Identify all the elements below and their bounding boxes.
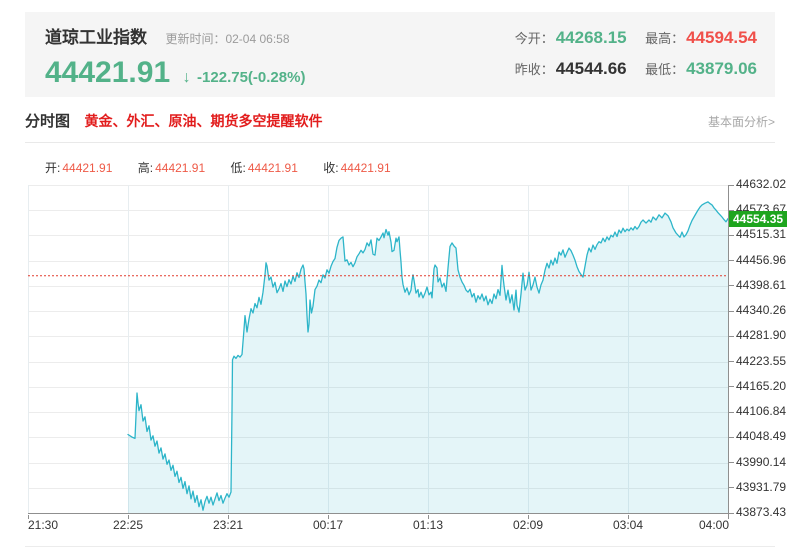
y-axis-label: 44106.84 [736, 404, 787, 419]
y-axis-tick [729, 462, 734, 464]
chart-area[interactable]: 44632.02 44573.67 44515.31 44456.96 44398.61… [28, 177, 790, 519]
x-axis-label: 22:25 [112, 518, 144, 532]
y-axis-tick [729, 335, 734, 337]
x-axis-tick [128, 515, 129, 519]
x-axis-tick [728, 515, 729, 519]
y-axis-label: 44165.20 [736, 378, 787, 393]
y-axis-label: 43873.43 [736, 505, 787, 519]
y-axis-label: 44281.90 [736, 328, 787, 343]
price-area-fill [128, 201, 728, 513]
y-axis-tick [729, 184, 734, 186]
y-axis-tick [729, 487, 734, 489]
x-axis-label: 21:30 [28, 518, 59, 532]
price-change: -122.75(-0.28%) [197, 69, 306, 86]
x-axis-label: 03:04 [612, 518, 644, 532]
y-axis-label: 44048.49 [736, 429, 787, 444]
y-axis-label: 44340.26 [736, 303, 787, 318]
update-time: 更新时间：02-04 06:58 [165, 32, 290, 46]
stat-low-value: 43879.06 [686, 59, 757, 78]
ohlc-legend: 开: 44421.91 高: 44421.91 低: 44421.91 收: 44421… [28, 158, 790, 183]
y-axis-tick [729, 285, 734, 287]
stat-high-label: 最高： [645, 31, 685, 46]
ohlc-close-label: 收: [323, 161, 339, 175]
y-axis-label: 44398.61 [736, 277, 787, 292]
intraday-chart-svg [28, 185, 729, 515]
down-arrow-icon: ↓ [182, 69, 191, 86]
y-axis-label: 44456.96 [736, 252, 787, 267]
price-line [127, 201, 729, 511]
quote-left: 道琼工业指数 更新时间：02-04 06:58 44421.91 ↓ -122.… [45, 23, 305, 90]
y-axis-tick [729, 361, 734, 363]
ohlc-low-value: 44421.91 [247, 161, 298, 175]
x-axis-label: 02:09 [512, 518, 544, 532]
stat-low-label: 最低： [645, 62, 685, 77]
current-price-badge: 44554.35 [729, 210, 788, 227]
x-axis-tick [28, 515, 29, 519]
x-axis-labels: 21:30 22:25 23:21 00:17 01:13 02:09 03:04 04:00 [28, 515, 729, 535]
y-axis-tick [729, 436, 734, 438]
stat-high-value: 44594.54 [686, 28, 757, 47]
y-axis-tick [729, 260, 734, 262]
x-axis-label: 00:17 [312, 518, 344, 532]
ohlc-open-value: 44421.91 [62, 161, 113, 175]
current-price: 44421.91 [45, 56, 171, 89]
x-axis-label: 04:00 [698, 518, 729, 532]
ohlc-close-value: 44421.91 [340, 161, 391, 175]
promo-link[interactable]: 黄金、外汇、原油、期货多空提醒软件 [84, 113, 323, 129]
quote-card: 道琼工业指数 更新时间：02-04 06:58 44421.91 ↓ -122.… [25, 12, 775, 97]
x-axis-tick [528, 515, 529, 519]
y-axis-label: 43990.14 [736, 454, 787, 469]
y-axis-tick [729, 386, 734, 388]
fundamental-analysis-link[interactable]: 基本面分析> [707, 115, 775, 129]
ohlc-high-value: 44421.91 [155, 161, 206, 175]
x-axis-tick [328, 515, 329, 519]
quote-stats: 今开： 44268.15 最高： 44594.54 昨收： 44544.66 最低： 4… [515, 28, 757, 90]
stat-prevclose-value: 44544.66 [555, 59, 627, 78]
index-name: 道琼工业指数 [45, 28, 147, 47]
y-axis-label: 43931.79 [736, 479, 787, 494]
y-axis-label: 44632.02 [736, 177, 787, 191]
tab-intraday-chart: 分时图 [25, 113, 71, 130]
y-axis-tick [729, 234, 734, 236]
x-axis-label: 01:13 [412, 518, 444, 532]
y-axis-tick [729, 512, 734, 514]
bottom-separator [25, 546, 775, 547]
x-axis-label: 23:21 [212, 518, 244, 532]
x-axis-tick [228, 515, 229, 519]
y-axis-label: 44515.31 [736, 227, 787, 242]
stat-open-label: 今开： [514, 31, 554, 46]
stat-prevclose-label: 昨收： [514, 62, 554, 77]
ohlc-open-label: 开: [45, 161, 61, 175]
y-axis-tick [729, 411, 734, 413]
ohlc-high-label: 高: [137, 161, 154, 175]
ohlc-low-label: 低: [230, 161, 246, 175]
y-axis-tick [729, 310, 734, 312]
chart-panel: 开: 44421.91 高: 44421.91 低: 44421.91 收: 44421… [28, 158, 790, 535]
x-axis-tick [628, 515, 629, 519]
y-axis-tick [729, 209, 734, 211]
x-axis-tick [428, 515, 429, 519]
y-axis-label: 44223.55 [736, 353, 787, 368]
section-bar: 基本面分析> 分时图 黄金、外汇、原油、期货多空提醒软件 [25, 110, 775, 143]
stat-open-value: 44268.15 [555, 28, 627, 47]
